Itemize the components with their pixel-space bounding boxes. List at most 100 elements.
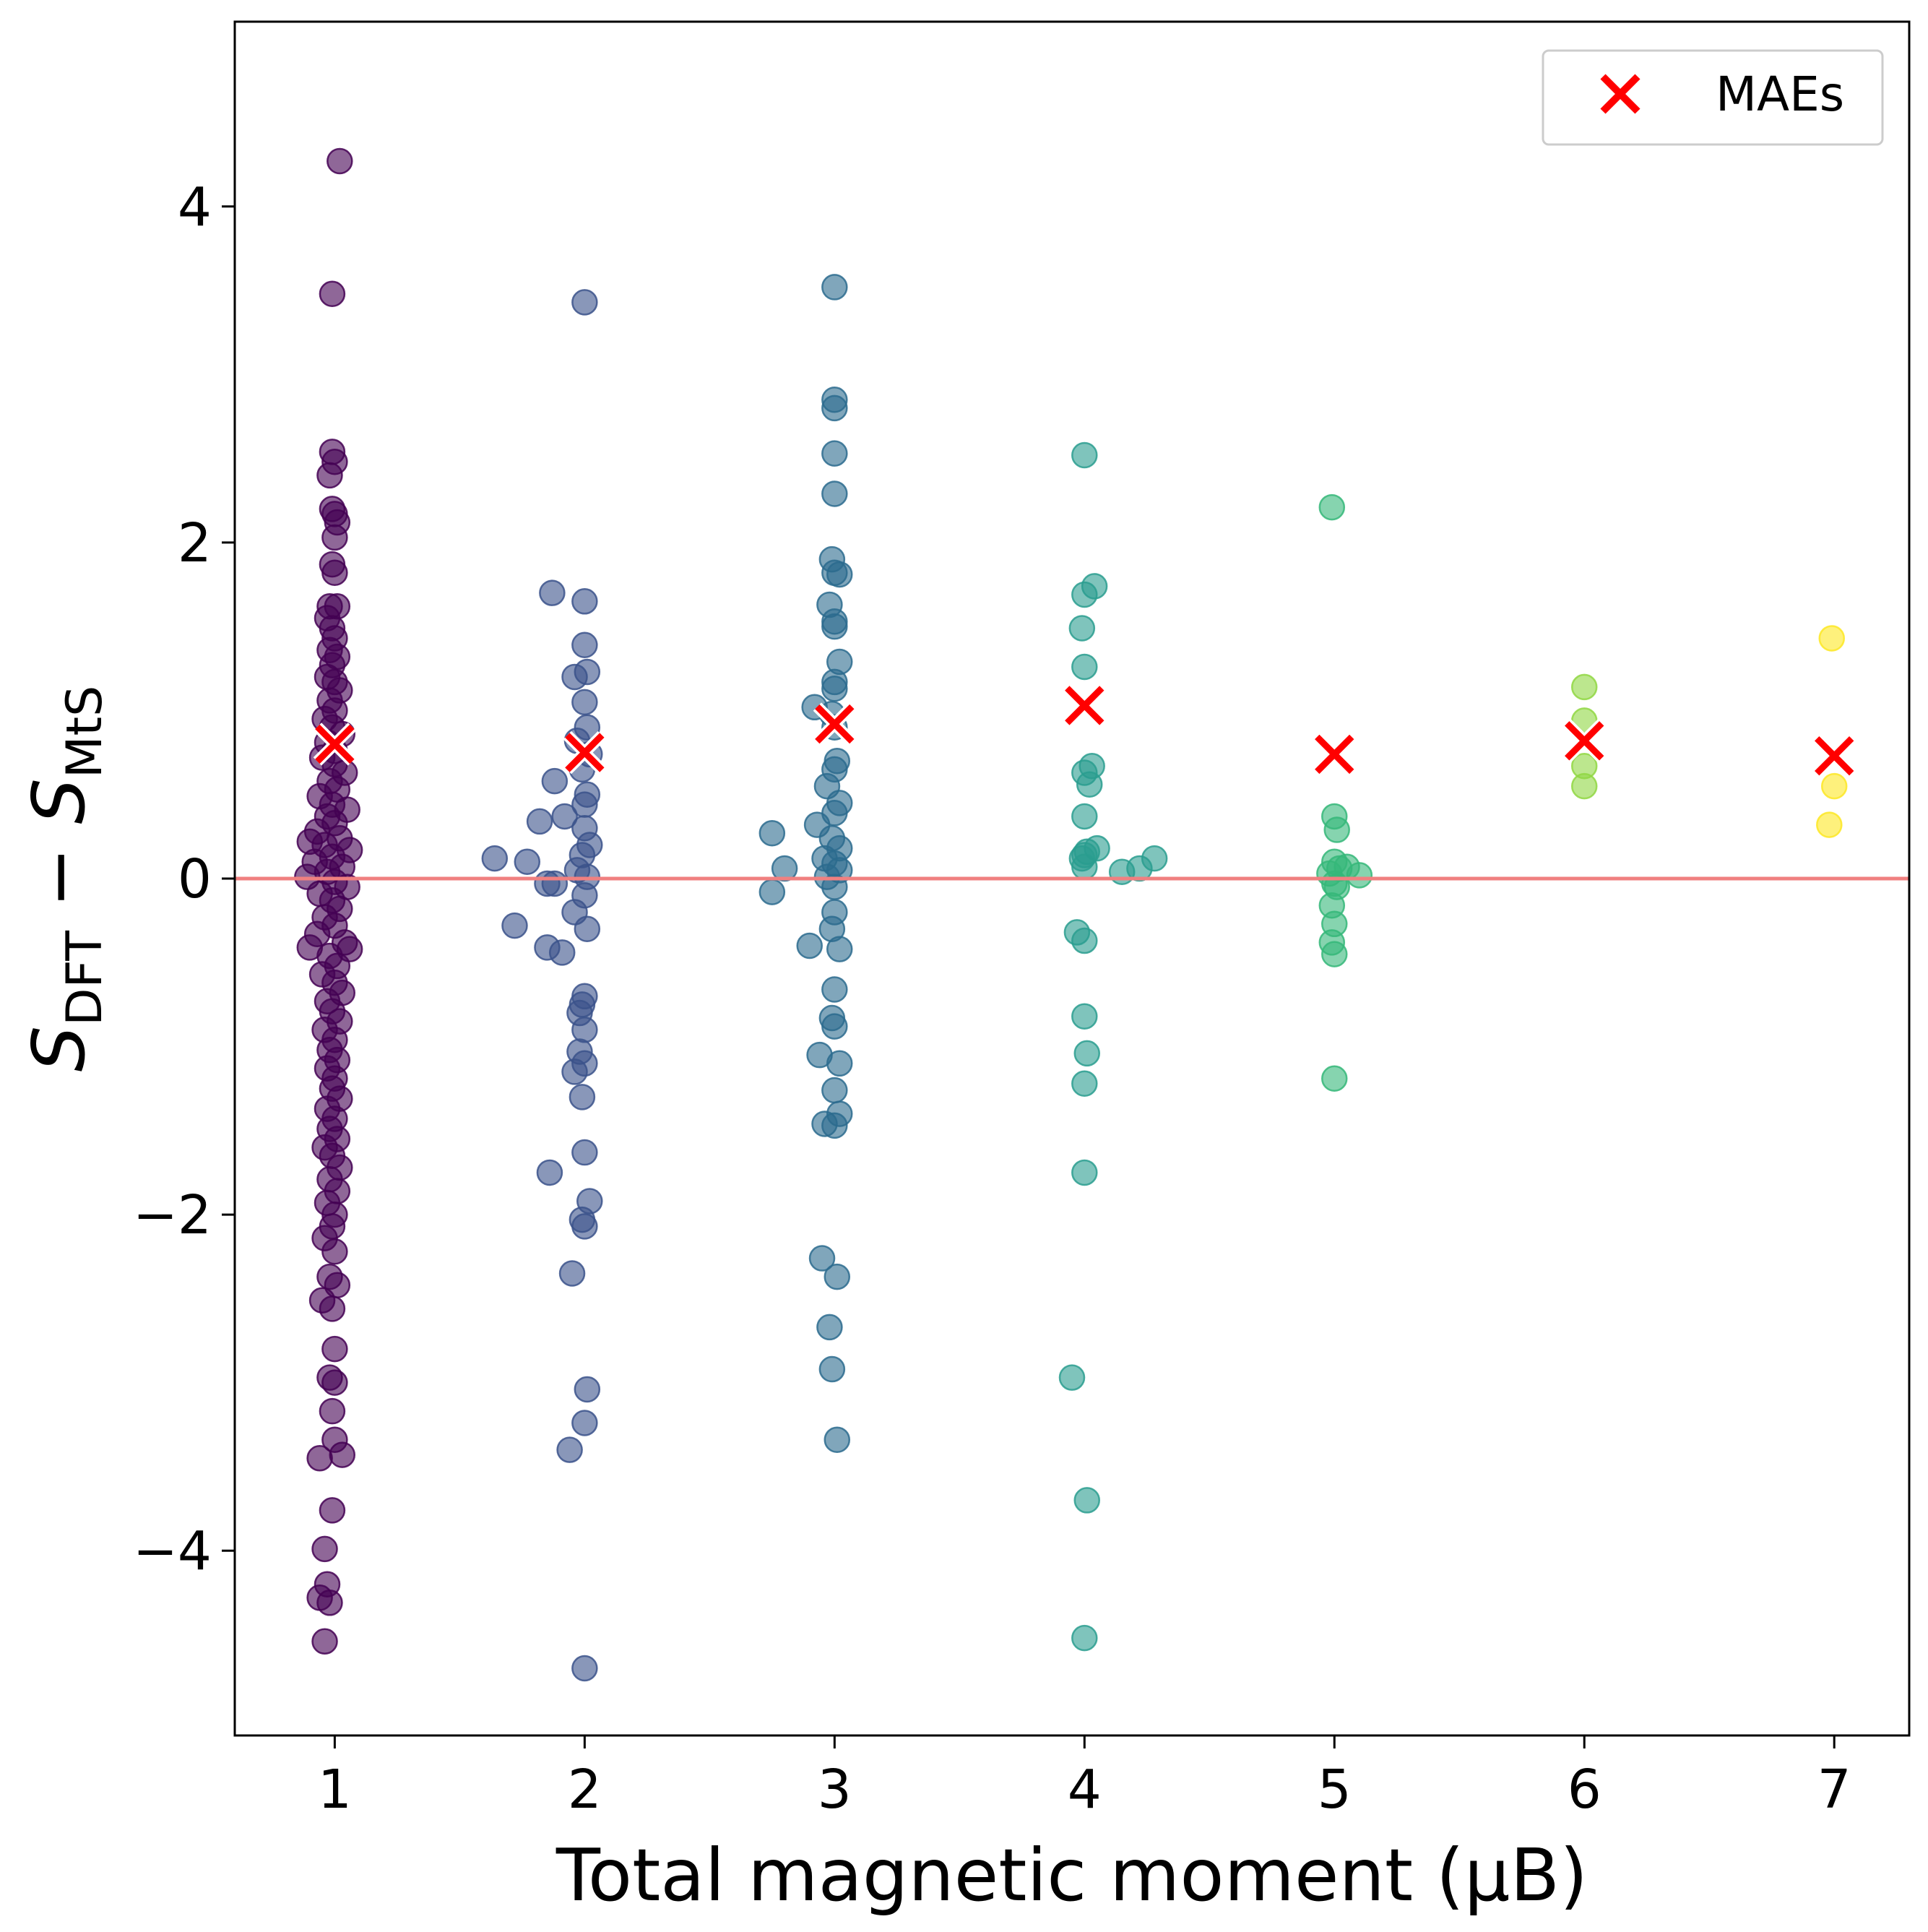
y-title-s1: S bbox=[17, 1026, 101, 1071]
scatter-point-moment-3 bbox=[823, 1426, 851, 1453]
y-tick-label: −2 bbox=[133, 1184, 212, 1246]
y-tick-label: 4 bbox=[178, 176, 212, 238]
scatter-point-moment-2 bbox=[571, 1017, 598, 1043]
scatter-point-moment-2 bbox=[569, 1084, 596, 1111]
scatter-point-moment-3 bbox=[821, 1112, 848, 1139]
mae-marker-cross bbox=[1065, 686, 1105, 725]
scatter-point-moment-4 bbox=[1076, 771, 1103, 798]
scatter-point-moment-2 bbox=[571, 1655, 598, 1682]
scatter-point-moment-1 bbox=[327, 147, 353, 175]
scatter-point-moment-2 bbox=[561, 663, 588, 691]
scatter-point-moment-1 bbox=[311, 1628, 338, 1655]
scatter-point-moment-2 bbox=[551, 803, 578, 830]
legend: MAEs bbox=[1542, 49, 1884, 146]
mae-marker-cross bbox=[1315, 734, 1354, 775]
scatter-point-moment-5 bbox=[1318, 493, 1346, 521]
mae-marker-4 bbox=[1063, 683, 1106, 728]
scatter-point-moment-7 bbox=[1816, 811, 1843, 838]
scatter-point-moment-2 bbox=[481, 845, 509, 872]
scatter-point-moment-1 bbox=[321, 524, 348, 551]
scatter-point-moment-2 bbox=[574, 915, 601, 943]
legend-x-stroke bbox=[1600, 74, 1640, 114]
legend-label-maes: MAEs bbox=[1716, 66, 1844, 122]
scatter-point-moment-2 bbox=[571, 289, 598, 316]
scatter-point-moment-3 bbox=[816, 1314, 843, 1341]
mae-marker-cross bbox=[1565, 721, 1604, 761]
mae-marker-cross bbox=[315, 724, 355, 764]
scatter-point-moment-4 bbox=[1071, 1159, 1098, 1186]
y-title-sub1: DFT bbox=[56, 931, 113, 1026]
y-tick-label: 0 bbox=[178, 848, 212, 910]
scatter-point-moment-3 bbox=[818, 1355, 846, 1383]
scatter-point-moment-4 bbox=[1141, 845, 1168, 872]
legend-x-glyph bbox=[1600, 74, 1640, 114]
scatter-point-moment-3 bbox=[826, 1050, 853, 1077]
y-tick-label: −4 bbox=[133, 1520, 212, 1582]
scatter-point-moment-1 bbox=[306, 1445, 333, 1472]
scatter-point-moment-1 bbox=[316, 1590, 343, 1616]
mae-marker-5 bbox=[1313, 733, 1356, 776]
scatter-point-moment-4 bbox=[1058, 1364, 1086, 1391]
scatter-point-moment-5 bbox=[1323, 816, 1350, 843]
x-tick-label: 5 bbox=[1318, 1759, 1352, 1821]
scatter-point-moment-1 bbox=[321, 559, 348, 587]
scatter-point-moment-2 bbox=[571, 689, 598, 716]
y-title-sub2: MtS bbox=[56, 686, 113, 779]
scatter-point-moment-3 bbox=[771, 855, 798, 882]
mae-marker-3 bbox=[813, 702, 856, 746]
scatter-point-moment-4 bbox=[1073, 1040, 1101, 1067]
mae-marker-cross bbox=[565, 733, 605, 772]
scatter-point-moment-5 bbox=[1321, 941, 1348, 967]
scatter-point-moment-2 bbox=[571, 1410, 598, 1436]
scatter-point-moment-3 bbox=[821, 1013, 848, 1040]
scatter-point-moment-4 bbox=[1071, 927, 1098, 954]
scatter-point-moment-2 bbox=[571, 1213, 598, 1240]
scatter-point-moment-4 bbox=[1071, 1624, 1098, 1652]
mae-markers bbox=[313, 683, 1856, 777]
scatter-point-moment-2 bbox=[571, 588, 598, 615]
scatter-point-moment-3 bbox=[821, 274, 848, 301]
scatter-point-moment-3 bbox=[821, 613, 848, 640]
scatter-point-moment-4 bbox=[1071, 803, 1098, 830]
scatter-point-moment-1 bbox=[321, 1238, 348, 1265]
scatter-point-moment-2 bbox=[526, 808, 553, 835]
mae-marker-1 bbox=[313, 723, 357, 766]
scatter-point-moment-1 bbox=[319, 1295, 346, 1322]
scatter-point-moment-2 bbox=[548, 939, 576, 966]
mae-marker-cross bbox=[815, 704, 855, 744]
scatter-point-moment-2 bbox=[571, 631, 598, 659]
scatter-point-moment-2 bbox=[561, 1058, 588, 1085]
scatter-point-moment-3 bbox=[758, 879, 786, 905]
y-title-minus: − bbox=[17, 824, 101, 931]
y-axis-ticks: −4 −2 0 2 4 bbox=[133, 176, 235, 1582]
mae-marker-6 bbox=[1562, 719, 1606, 762]
scatter-point-moment-3 bbox=[826, 561, 853, 588]
mae-marker-7 bbox=[1812, 734, 1856, 777]
data-points bbox=[294, 147, 1848, 1682]
x-tick-label: 2 bbox=[568, 1759, 602, 1821]
scatter-point-moment-3 bbox=[826, 936, 853, 962]
scatter-point-moment-2 bbox=[556, 1436, 583, 1463]
scatter-point-moment-2 bbox=[536, 1159, 563, 1186]
scatter-point-moment-4 bbox=[1071, 653, 1098, 681]
scatter-point-moment-1 bbox=[319, 280, 346, 307]
scatter-point-moment-2 bbox=[541, 767, 569, 795]
scatter-point-moment-7 bbox=[1820, 772, 1848, 800]
scatter-point-moment-3 bbox=[823, 1263, 851, 1290]
scatter-point-moment-4 bbox=[1071, 581, 1098, 608]
scatter-point-moment-4 bbox=[1073, 1487, 1101, 1514]
y-tick-label: 2 bbox=[178, 512, 212, 574]
legend-x-marker bbox=[1600, 74, 1640, 114]
x-axis-title: Total magnetic moment (µB) bbox=[556, 1833, 1588, 1918]
scatter-point-moment-2 bbox=[541, 870, 569, 897]
x-tick-label: 3 bbox=[818, 1759, 852, 1821]
scatter-point-moment-2 bbox=[574, 1376, 601, 1403]
scatter-point-moment-3 bbox=[758, 819, 786, 847]
scatter-point-moment-1 bbox=[316, 462, 343, 489]
scatter-point-moment-2 bbox=[571, 1139, 598, 1166]
x-tick-label: 1 bbox=[318, 1759, 352, 1821]
scatter-point-moment-1 bbox=[321, 1335, 348, 1363]
scatter-point-moment-2 bbox=[539, 579, 566, 606]
scatter-point-moment-7 bbox=[1818, 625, 1845, 652]
